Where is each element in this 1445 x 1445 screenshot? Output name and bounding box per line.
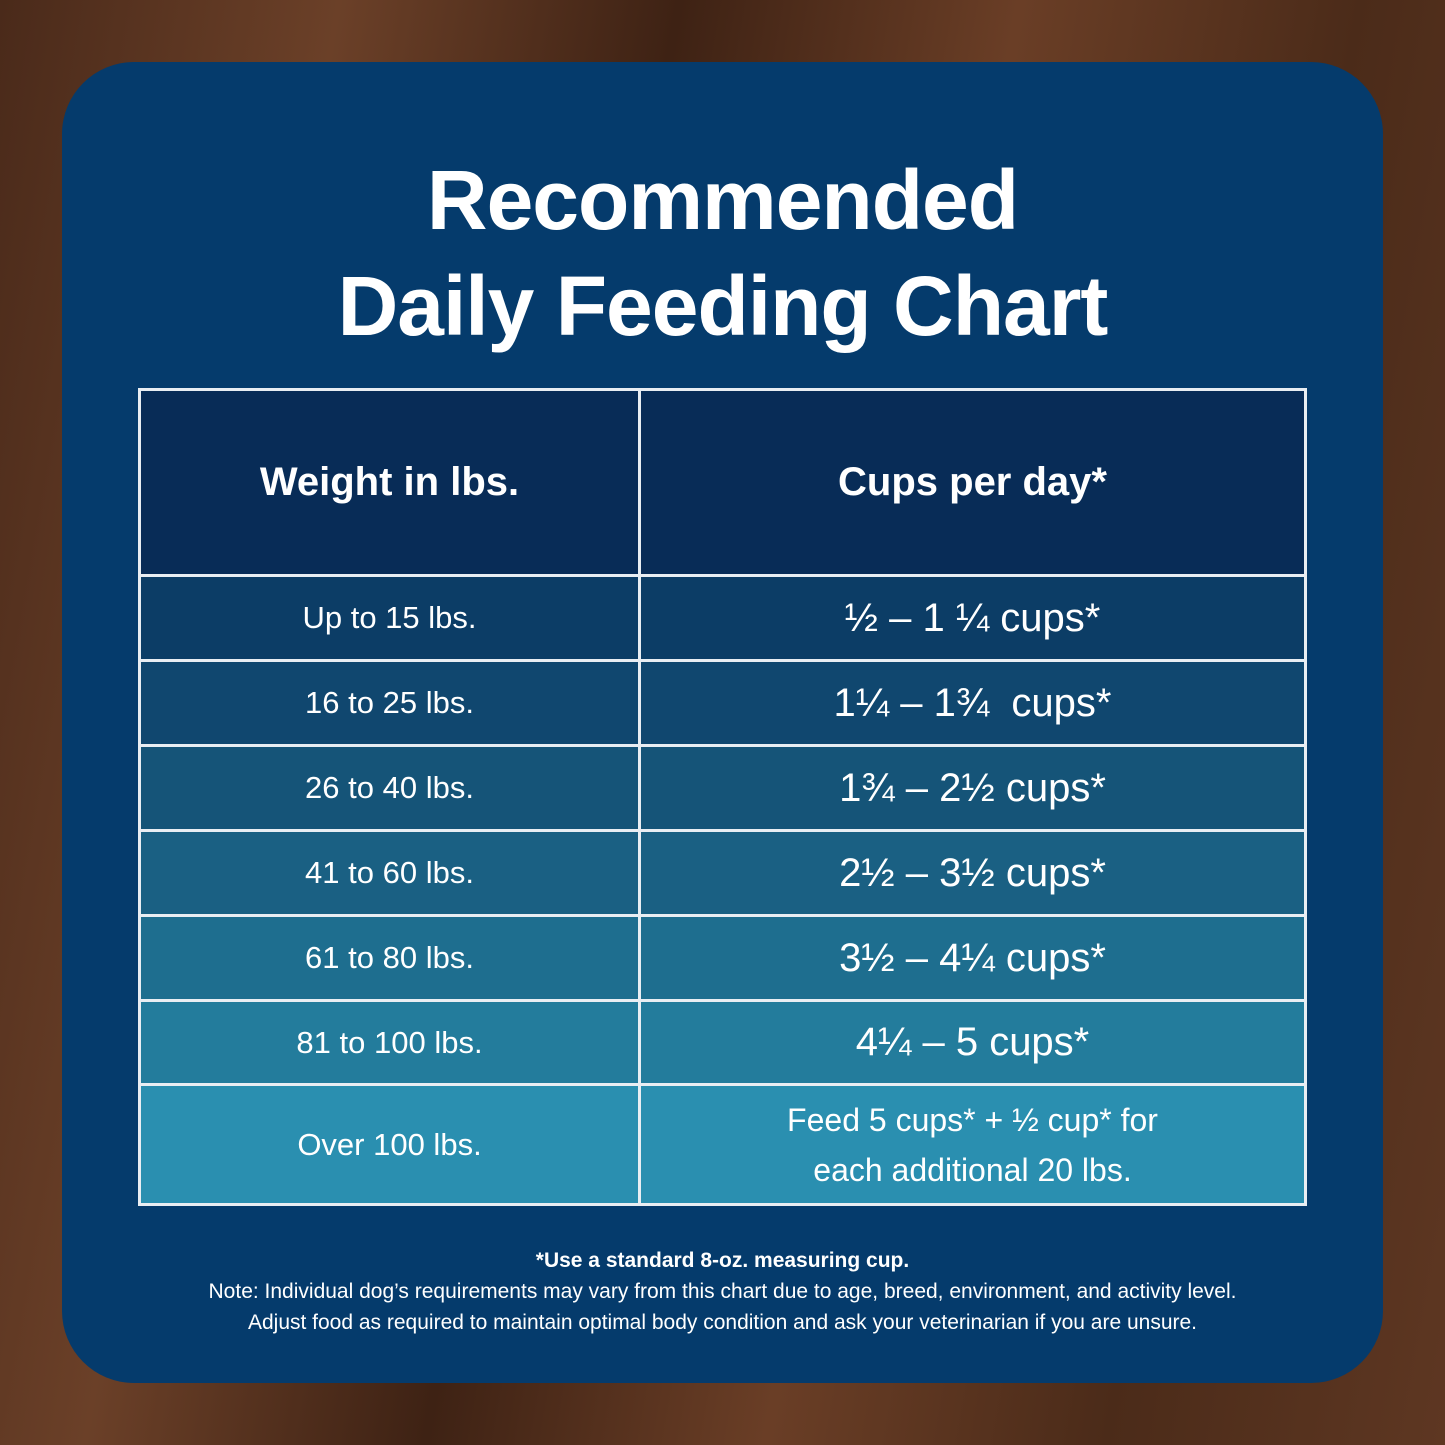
table-row: 16 to 25 lbs. 1¼ – 1¾ cups* <box>138 659 1307 747</box>
table-row: 41 to 60 lbs. 2½ – 3½ cups* <box>138 829 1307 917</box>
weight-cell: 41 to 60 lbs. <box>138 829 641 917</box>
weight-cell: Over 100 lbs. <box>138 1083 641 1206</box>
cups-line-1: Feed 5 cups* + ½ cup* for <box>787 1101 1158 1138</box>
cups-cell: Feed 5 cups* + ½ cup* for each additiona… <box>638 1083 1307 1206</box>
table-row: 81 to 100 lbs. 4¼ – 5 cups* <box>138 999 1307 1086</box>
weight-cell: 81 to 100 lbs. <box>138 999 641 1086</box>
cups-cell: ½ – 1 ¼ cups* <box>638 574 1307 662</box>
header-cups: Cups per day* <box>638 388 1307 577</box>
cups-cell: 3½ – 4¼ cups* <box>638 914 1307 1002</box>
header-weight: Weight in lbs. <box>138 388 641 577</box>
footnote-note: Note: Individual dog’s requirements may … <box>208 1280 1237 1303</box>
cups-cell: 4¼ – 5 cups* <box>638 999 1307 1086</box>
weight-cell: 61 to 80 lbs. <box>138 914 641 1002</box>
title-line-2: Daily Feeding Chart <box>337 259 1109 353</box>
title-line-1: Recommended <box>426 153 1019 247</box>
weight-cell: Up to 15 lbs. <box>138 574 641 662</box>
weight-cell: 26 to 40 lbs. <box>138 744 641 832</box>
table-header-row: Weight in lbs. Cups per day* <box>138 388 1307 577</box>
footnote-measuring-cup: *Use a standard 8-oz. measuring cup. <box>535 1249 910 1272</box>
cups-cell: 1¼ – 1¾ cups* <box>638 659 1307 747</box>
table-row: 26 to 40 lbs. 1¾ – 2½ cups* <box>138 744 1307 832</box>
table-row: 61 to 80 lbs. 3½ – 4¼ cups* <box>138 914 1307 1002</box>
cups-cell: 2½ – 3½ cups* <box>638 829 1307 917</box>
weight-cell: 16 to 25 lbs. <box>138 659 641 747</box>
cups-cell: 1¾ – 2½ cups* <box>638 744 1307 832</box>
cups-line-2: each additional 20 lbs. <box>813 1151 1132 1188</box>
table-row: Up to 15 lbs. ½ – 1 ¼ cups* <box>138 574 1307 662</box>
feeding-table: Weight in lbs. Cups per day* Up to 15 lb… <box>138 388 1307 1206</box>
footnote-adjust: Adjust food as required to maintain opti… <box>247 1311 1198 1334</box>
table-row: Over 100 lbs. Feed 5 cups* + ½ cup* for … <box>138 1083 1307 1206</box>
